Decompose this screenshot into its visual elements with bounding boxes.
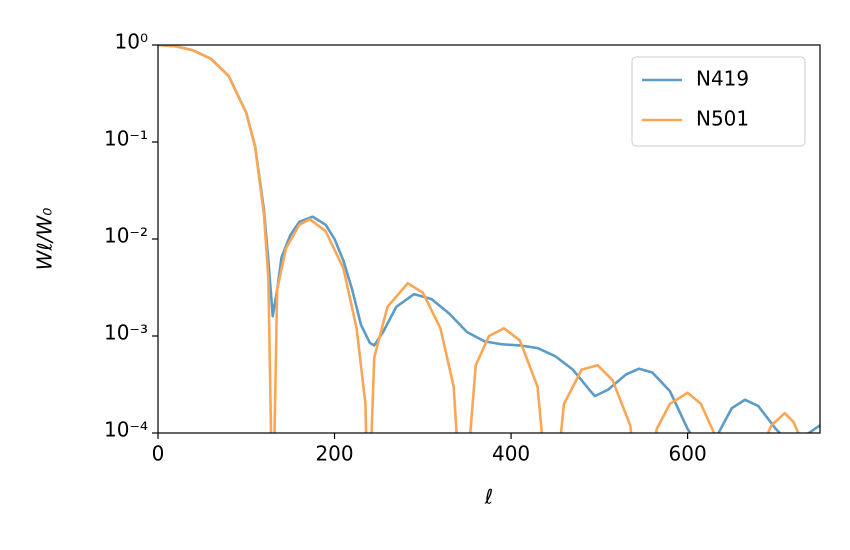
y-tick-label: 10⁻⁴ [104,418,148,442]
y-tick-label: 10⁰ [115,30,148,54]
y-tick-label: 10⁻¹ [104,127,148,151]
series-line [158,45,800,433]
x-tick-label: 400 [492,442,530,466]
x-tick-label: 600 [669,442,707,466]
y-axis-label: Wℓ/W₀ [33,208,57,271]
x-axis-label: ℓ [484,485,493,509]
y-tick-label: 10⁻³ [104,321,148,345]
legend-label: N501 [696,107,749,131]
legend-label: N419 [696,67,749,91]
y-tick-label: 10⁻² [104,224,148,248]
x-tick-label: 0 [152,442,165,466]
x-tick-label: 200 [315,442,353,466]
series-line [158,45,820,433]
